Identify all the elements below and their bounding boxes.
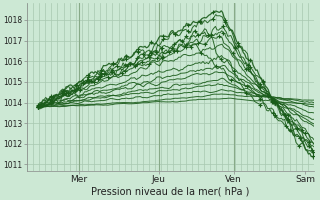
X-axis label: Pression niveau de la mer( hPa ): Pression niveau de la mer( hPa ) xyxy=(91,187,250,197)
